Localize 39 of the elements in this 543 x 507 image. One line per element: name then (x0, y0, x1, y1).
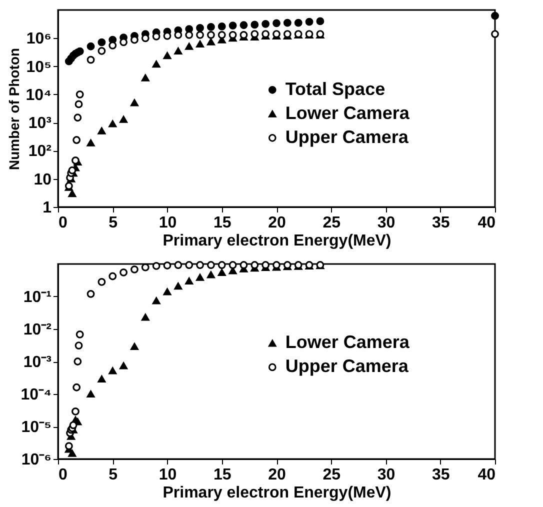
legend-label: Upper Camera (285, 356, 410, 376)
y-tick-label: 10⁻² (23, 322, 52, 338)
legend-label: Total Space (285, 78, 386, 99)
legend-label: Upper Camera (285, 126, 410, 147)
x-tick-label: 20 (268, 466, 286, 484)
x-tick-label: 20 (268, 214, 286, 232)
y-tick-label: 10⁶ (26, 30, 52, 48)
y-tick-label: 10 (34, 171, 52, 188)
x-tick-label: 0 (58, 466, 68, 484)
legend-label: Lower Camera (285, 332, 410, 352)
x-tick-label: 40 (478, 214, 496, 232)
y-tick-label: 10⁻³ (23, 354, 52, 371)
legend-label: Lower Camera (285, 102, 410, 123)
x-tick-label: 30 (377, 214, 396, 232)
y-axis-title: Number of Photon (6, 48, 22, 170)
y-tick-label: 10⁻⁶ (21, 452, 52, 468)
y-tick-label: 10⁻¹ (23, 289, 52, 306)
x-tick-label: 10 (158, 466, 177, 484)
y-tick-label: 1 (42, 200, 52, 216)
x-tick-label: 5 (108, 466, 118, 484)
x-tick-label: 10 (158, 214, 177, 232)
x-tick-label: 15 (213, 466, 232, 484)
x-axis-title: Primary electron Energy(MeV) (162, 232, 392, 250)
y-tick-label: 10⁴ (26, 86, 52, 104)
y-tick-label: 10³ (28, 115, 52, 132)
y-tick-label: 10⁵ (26, 58, 52, 76)
x-tick-label: 5 (108, 214, 118, 232)
x-tick-label: 35 (432, 466, 450, 484)
x-tick-label: 35 (432, 214, 450, 232)
y-tick-label: 10² (28, 143, 52, 160)
x-tick-label: 25 (322, 466, 341, 484)
x-tick-label: 40 (478, 466, 496, 484)
x-axis-title: Primary electron Energy(MeV) (162, 484, 392, 502)
x-tick-label: 25 (322, 214, 341, 232)
y-tick-label: 10⁻⁵ (21, 419, 52, 436)
x-tick-label: 0 (58, 214, 68, 232)
y-tick-label: 10⁻⁴ (20, 386, 52, 404)
x-tick-label: 15 (213, 214, 232, 232)
x-tick-label: 30 (377, 466, 396, 484)
